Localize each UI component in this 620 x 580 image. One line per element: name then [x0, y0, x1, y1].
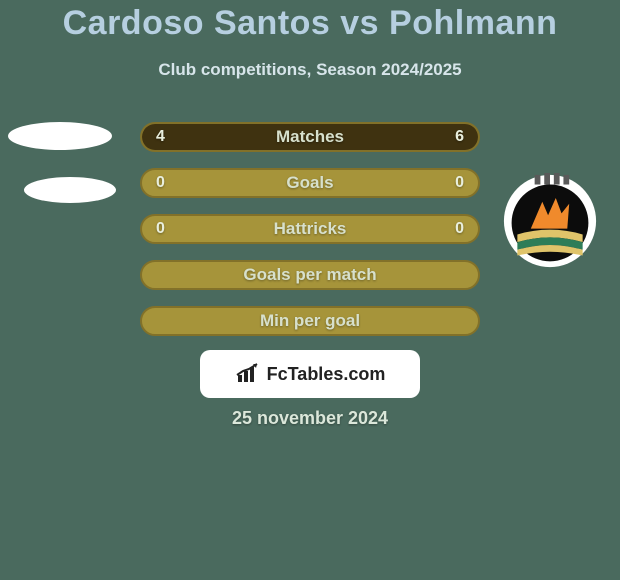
comparison-card: Cardoso Santos vs Pohlmann Club competit…: [0, 0, 620, 580]
stat-value-right: 6: [455, 128, 464, 146]
team-b-badge: [502, 173, 598, 269]
team-a-placeholder-1: [8, 122, 112, 150]
brand-box: FcTables.com: [200, 350, 420, 398]
datestamp: 25 november 2024: [0, 408, 620, 429]
stat-value-right: 0: [455, 220, 464, 238]
stat-label: Goals per match: [156, 265, 464, 285]
stat-bar-goals-per-match: Goals per match: [140, 260, 480, 290]
stat-value-left: 4: [156, 128, 165, 146]
stat-bar-hattricks: 0 Hattricks 0: [140, 214, 480, 244]
brand-text: FcTables.com: [267, 364, 386, 385]
stat-label: Hattricks: [165, 219, 455, 239]
stat-value-left: 0: [156, 220, 165, 238]
page-subtitle: Club competitions, Season 2024/2025: [0, 60, 620, 80]
stat-label: Matches: [165, 127, 455, 147]
stat-bar-matches: 4 Matches 6: [140, 122, 480, 152]
stat-label: Goals: [165, 173, 455, 193]
bar-chart-icon: [235, 363, 261, 385]
page-title: Cardoso Santos vs Pohlmann: [0, 4, 620, 43]
stat-value-left: 0: [156, 174, 165, 192]
team-a-placeholder-2: [24, 177, 116, 203]
stat-label: Min per goal: [156, 311, 464, 331]
stat-value-right: 0: [455, 174, 464, 192]
club-crest-icon: [502, 173, 598, 269]
stat-bar-min-per-goal: Min per goal: [140, 306, 480, 336]
stat-bar-goals: 0 Goals 0: [140, 168, 480, 198]
